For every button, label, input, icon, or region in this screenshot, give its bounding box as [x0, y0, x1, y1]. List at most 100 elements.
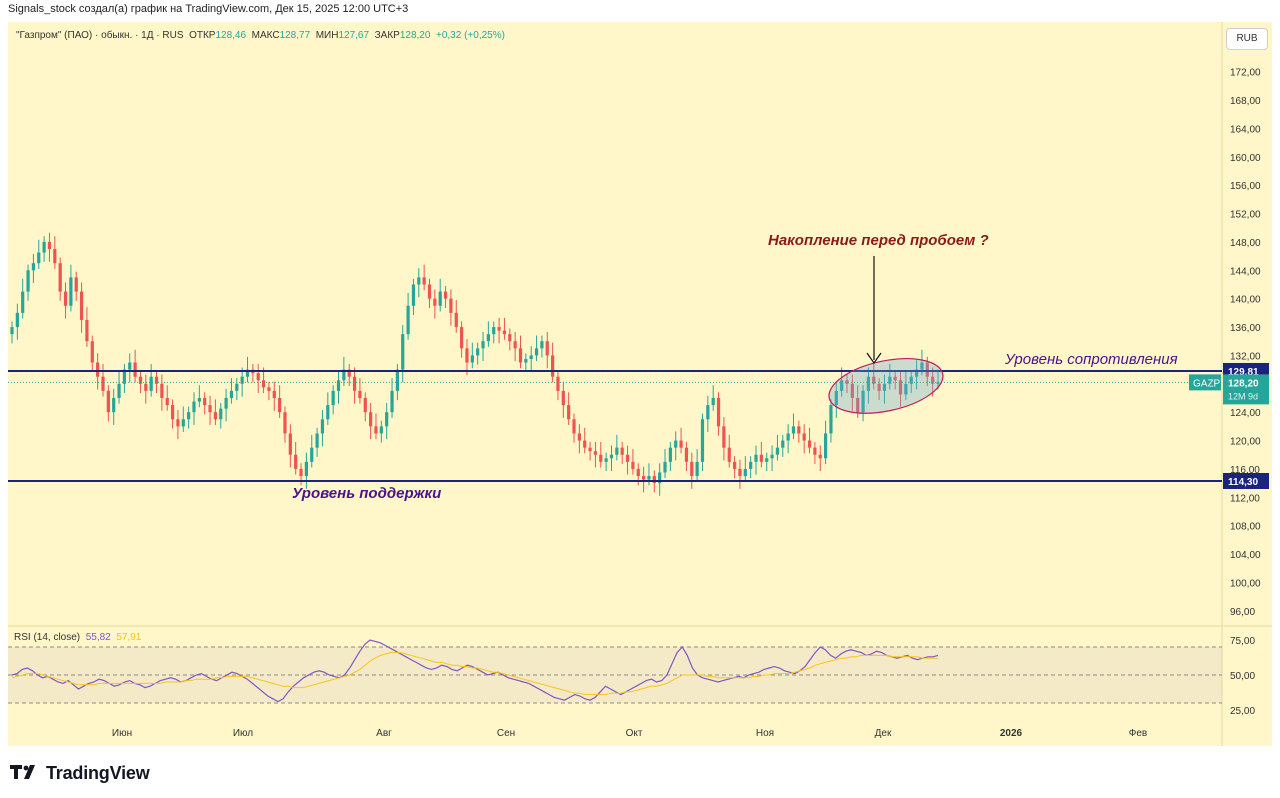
candle-body: [58, 263, 62, 292]
candle-body: [336, 380, 341, 391]
symbol-title[interactable]: "Газпром" (ПАО) · обыкн. · 1Д · RUS: [16, 30, 184, 41]
high-value: 128,77: [279, 30, 311, 41]
candle-body: [625, 454, 630, 462]
candle-body: [658, 472, 662, 484]
annotation-arrow-head: [866, 352, 882, 365]
candle-body: [486, 334, 490, 342]
candle-body: [636, 468, 640, 477]
candle-body: [170, 405, 175, 420]
candle-body: [797, 426, 801, 434]
candle-body: [21, 291, 25, 313]
candle-body: [759, 454, 763, 462]
candle-body: [411, 284, 416, 306]
candle-body: [556, 376, 560, 391]
chart-canvas[interactable]: 96,00 100,00 104,00 108,00 112,00 116,00 120,0…: [8, 22, 1272, 746]
candle-body: [197, 397, 201, 402]
open-value: 128,46: [215, 30, 247, 41]
candle-body: [679, 440, 683, 448]
candle-body: [765, 458, 769, 462]
candle-body: [203, 397, 207, 406]
candle-body: [427, 284, 432, 299]
candle-body: [26, 270, 30, 292]
candle-body: [117, 383, 121, 398]
candle-body: [465, 348, 469, 363]
candle-body: [112, 397, 116, 413]
candle-body: [861, 390, 865, 413]
candle-body: [256, 373, 260, 381]
support-price-tag: 114,30: [1228, 477, 1258, 488]
chart-caption: Signals_stock создал(а) график на Tradin…: [8, 3, 409, 15]
candle-body: [299, 468, 303, 477]
chart-frame[interactable]: 96,00 100,00 104,00 108,00 112,00 116,00 120,0…: [8, 22, 1272, 746]
candle-body: [700, 419, 705, 462]
candle-body: [106, 390, 110, 413]
resistance-annotation: Уровень сопротивления: [1004, 351, 1178, 368]
rsi-value: 55,82: [85, 632, 111, 643]
time-tick-label: Ноя: [756, 728, 774, 739]
candle-body: [909, 376, 913, 384]
candle-body: [904, 383, 908, 395]
candle-body: [754, 454, 758, 462]
candle-body: [882, 383, 887, 391]
candle-body: [856, 397, 860, 413]
candle-body: [272, 390, 276, 398]
accumulation-ellipse: [828, 358, 944, 414]
candle-body: [320, 419, 325, 434]
candle-body: [572, 419, 576, 434]
price-tick-label: 120,00: [1230, 437, 1261, 448]
price-tick-label: 168,00: [1230, 96, 1261, 107]
candle-body: [791, 426, 796, 434]
candle-body: [347, 369, 351, 377]
candle-body: [631, 461, 635, 469]
candle-body: [583, 440, 587, 448]
candle-body: [294, 454, 298, 469]
candle-body: [588, 447, 592, 452]
low-label: МИН: [315, 30, 339, 41]
candle-body: [684, 447, 689, 462]
candle-body: [390, 390, 394, 413]
candle-body: [668, 447, 672, 462]
candle-body: [401, 334, 405, 370]
candle-body: [288, 433, 292, 455]
candle-body: [593, 451, 598, 455]
rsi-legend: RSI (14, close) 55,82 57,91: [14, 632, 141, 643]
candle-body: [144, 383, 148, 391]
candle-body: [695, 461, 699, 477]
candle-body: [160, 383, 164, 398]
candle-body: [74, 277, 78, 292]
candle-body: [620, 447, 624, 455]
tradingview-logo[interactable]: TradingView: [10, 762, 150, 784]
candle-body: [716, 397, 721, 427]
candle-body: [449, 298, 453, 313]
candle-body: [775, 447, 780, 455]
candle-body: [770, 454, 774, 459]
accumulation-annotation: Накопление перед пробоем ?: [768, 232, 989, 249]
candle-body: [508, 334, 512, 342]
time-tick-label: Окт: [626, 728, 643, 739]
candle-body: [898, 380, 903, 395]
currency-button[interactable]: RUB: [1226, 28, 1268, 50]
candle-body: [267, 387, 271, 391]
candle-body: [79, 291, 84, 320]
candle-body: [893, 376, 897, 381]
candle-body: [615, 447, 619, 455]
candle-body: [417, 277, 421, 285]
time-tick-label: Фев: [1129, 728, 1147, 739]
rsi-tick-label: 50,00: [1230, 671, 1255, 682]
candle-body: [181, 419, 185, 427]
candle-body: [235, 383, 239, 391]
candle-body: [37, 252, 41, 264]
candle-body: [315, 433, 319, 448]
last-price-tag: 128,20: [1228, 378, 1259, 389]
candle-body: [492, 327, 496, 335]
price-tick-label: 164,00: [1230, 124, 1261, 135]
candle-body: [224, 397, 228, 409]
candle-body: [304, 461, 308, 477]
candle-body: [433, 298, 437, 306]
time-axis-background: [8, 725, 1272, 746]
price-tick-label: 96,00: [1230, 607, 1255, 618]
candle-body: [53, 249, 57, 264]
candle-body: [663, 461, 667, 473]
candle-body: [369, 412, 373, 427]
rsi-label[interactable]: RSI (14, close): [14, 632, 81, 643]
